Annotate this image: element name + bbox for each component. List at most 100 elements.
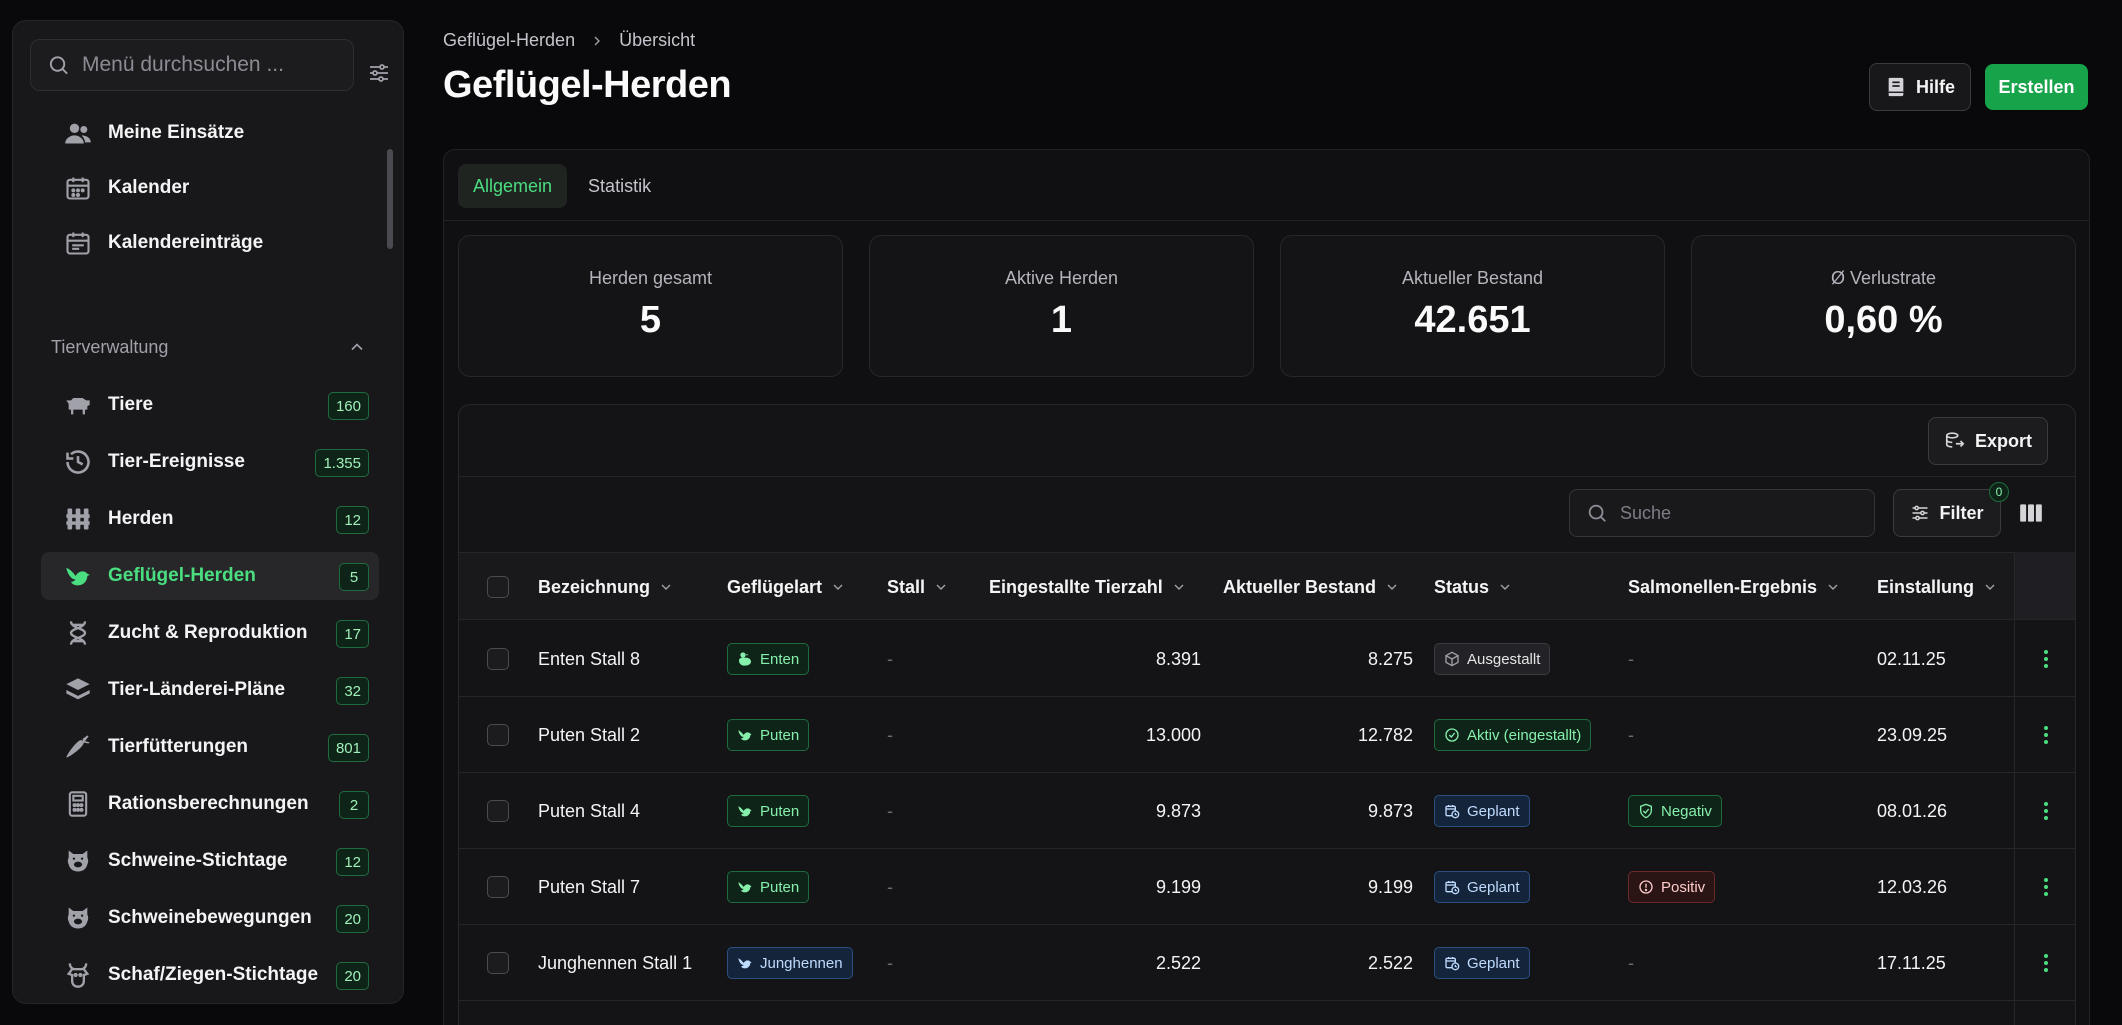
column-header-status[interactable]: Status [1434, 553, 1513, 621]
columns-toggle-button[interactable] [2017, 499, 2045, 527]
stat-label: Ø Verlustrate [1830, 268, 1937, 288]
filter-button[interactable]: Filter [1893, 489, 2001, 537]
row-actions-menu-icon[interactable] [2034, 799, 2058, 823]
users-icon [63, 118, 93, 148]
menu-search-input[interactable] [82, 53, 353, 77]
help-button-label: Hilfe [1915, 76, 1955, 97]
sidebar-item-label: Herden [108, 508, 174, 529]
cell-eingestallte-tierzahl: 9.199 [1155, 876, 1201, 897]
sidebar-item-schweine-stichtage[interactable]: Schweine-Stichtage 12 [41, 837, 379, 885]
column-header-stall[interactable]: Stall [887, 553, 949, 621]
table-row[interactable]: Puten Stall 2 Puten - 13.000 12.782 Akti… [459, 697, 2075, 773]
column-header-einstallung[interactable]: Einstallung [1877, 553, 1998, 621]
row-checkbox[interactable] [487, 952, 509, 974]
type-badge-label: Puten [760, 878, 800, 896]
column-header-gefluegelart[interactable]: Geflügelart [727, 553, 846, 621]
salmonella-badge-label: Positiv [1661, 878, 1706, 896]
dna-icon [63, 618, 93, 648]
table-header: Bezeichnung Geflügelart Stall Eingestall… [459, 552, 2075, 621]
data-table-card: Export Filter 0 Bezeichnung Geflügelart … [458, 404, 2076, 1025]
cell-gefluegelart: Junghennen [727, 925, 853, 1001]
sidebar-item-tier-ereignisse[interactable]: Tier-Ereignisse 1.355 [41, 438, 379, 486]
column-header-salmonellen-ergebnis[interactable]: Salmonellen-Ergebnis [1628, 553, 1841, 621]
check-circle-icon [1445, 728, 1459, 742]
row-checkbox[interactable] [487, 800, 509, 822]
count-badge: 17 [336, 620, 369, 648]
breadcrumb-item-gefluegel-herden[interactable]: Geflügel-Herden [443, 30, 576, 50]
column-header-eingestallte-tierzahl[interactable]: Eingestallte Tierzahl [989, 553, 1187, 621]
sidebar-item-rationsberechnungen[interactable]: Rationsberechnungen 2 [41, 780, 379, 828]
cell-stall: - [887, 876, 893, 897]
sidebar-item-schweinebewegungen[interactable]: Schweinebewegungen 20 [41, 894, 379, 942]
column-header-aktueller-bestand[interactable]: Aktueller Bestand [1223, 553, 1400, 621]
cell-status: Aktiv (eingestallt) [1434, 697, 1592, 773]
column-header-label: Stall [887, 576, 926, 597]
stat-value: 0,60 % [1824, 299, 1943, 341]
select-all-checkbox[interactable] [487, 576, 509, 598]
cell-salmonellen-ergebnis: Positiv [1628, 849, 1716, 925]
tab-allgemein[interactable]: Allgemein [458, 164, 568, 208]
sidebar-item-tierfuetterungen[interactable]: Tierfütterungen 801 [41, 723, 379, 771]
sidebar: Meine Einsätze Kalender Kalendereinträge… [12, 20, 404, 1004]
status-badge-label: Geplant [1467, 878, 1520, 896]
sidebar-item-zucht-reproduktion[interactable]: Zucht & Reproduktion 17 [41, 609, 379, 657]
chevron-right-icon [589, 33, 605, 49]
row-checkbox[interactable] [487, 724, 509, 746]
type-badge-label: Enten [760, 650, 800, 668]
cell-bezeichnung: Puten Stall 7 [538, 876, 641, 897]
calendar-clock-icon [1445, 881, 1460, 895]
sidebar-item-schaf-ziegen-stichtage[interactable]: Schaf/Ziegen-Stichtage 20 [41, 951, 379, 999]
bird-icon [738, 730, 752, 741]
sidebar-item-gefluegel-herden[interactable]: Geflügel-Herden 5 [41, 552, 379, 600]
row-actions-menu-icon[interactable] [2034, 723, 2058, 747]
cell-salmonellen-ergebnis: - [1628, 724, 1634, 745]
table-row[interactable]: Junghennen Stall 1 Junghennen - 2.522 2.… [459, 925, 2075, 1001]
stat-label: Aktive Herden [1004, 268, 1119, 288]
cell-gefluegelart: Enten [727, 621, 810, 697]
chevron-down-icon [833, 584, 843, 590]
history-icon [63, 447, 93, 477]
sidebar-item-tiere[interactable]: Tiere 160 [41, 381, 379, 429]
status-badge-label: Geplant [1467, 954, 1520, 972]
column-header-bezeichnung[interactable]: Bezeichnung [538, 553, 674, 621]
row-checkbox[interactable] [487, 648, 509, 670]
table-row[interactable]: Puten Stall 4 Puten - 9.873 9.873 Geplan… [459, 773, 2075, 849]
sidebar-item-meine-einsaetze[interactable]: Meine Einsätze [41, 109, 379, 157]
count-badge: 32 [336, 677, 369, 705]
divider [444, 220, 2089, 221]
sidebar-item-kalendereintraege[interactable]: Kalendereinträge [41, 219, 379, 267]
export-button[interactable]: Export [1928, 417, 2048, 465]
actions-column-header [2014, 552, 2075, 620]
tab-bar: Allgemein Statistik [458, 164, 666, 208]
table-row[interactable]: Enten Stall 8 Enten - 8.391 8.275 Ausges… [459, 621, 2075, 697]
table-row[interactable]: Puten Stall 7 Puten - 9.199 9.199 Geplan… [459, 849, 2075, 925]
sidebar-item-label: Rationsberechnungen [108, 793, 309, 814]
row-actions-menu-icon[interactable] [2034, 647, 2058, 671]
box-icon [1445, 651, 1459, 667]
herd-icon [63, 504, 93, 534]
menu-settings-button[interactable] [355, 49, 403, 97]
chevron-up-icon[interactable] [347, 337, 367, 357]
table-search-input[interactable] [1620, 502, 1874, 524]
row-checkbox[interactable] [487, 876, 509, 898]
row-actions-menu-icon[interactable] [2034, 951, 2058, 975]
create-button[interactable]: Erstellen [1985, 64, 2088, 110]
cell-bezeichnung: Junghennen Stall 1 [538, 952, 693, 973]
columns-icon [2020, 504, 2042, 522]
count-badge: 20 [336, 962, 369, 990]
stat-value: 1 [1050, 299, 1073, 341]
help-button[interactable]: Hilfe [1869, 63, 1971, 111]
tab-statistik[interactable]: Statistik [588, 175, 652, 196]
sidebar-scrollbar[interactable] [387, 149, 393, 249]
count-badge: 2 [339, 791, 369, 819]
menu-search[interactable] [30, 39, 354, 91]
bird-icon [63, 561, 93, 591]
sidebar-item-label: Schweinebewegungen [108, 907, 312, 928]
sidebar-item-herden[interactable]: Herden 12 [41, 495, 379, 543]
sidebar-item-kalender[interactable]: Kalender [41, 164, 379, 212]
sidebar-item-tier-laenderei-plaene[interactable]: Tier-Länderei-Pläne 32 [41, 666, 379, 714]
type-badge: Puten [727, 871, 810, 903]
table-search[interactable] [1569, 489, 1875, 537]
row-actions-menu-icon[interactable] [2034, 875, 2058, 899]
